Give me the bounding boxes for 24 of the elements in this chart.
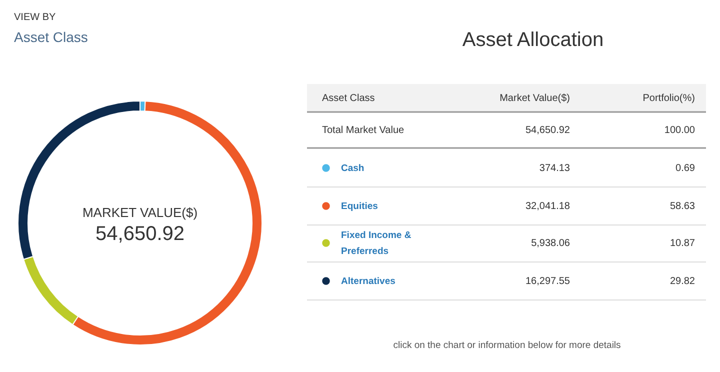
text: 54,650.92 (526, 125, 570, 136)
text: Asset Class (322, 93, 375, 104)
data-label: 5,938.06 (531, 238, 570, 249)
legend-label: Fixed Income & Preferreds (341, 230, 412, 257)
data-label: 16,297.55 (526, 276, 570, 287)
text: Market Value($) (500, 93, 570, 104)
text: click on the chart or information below for more details (393, 340, 622, 351)
chart-title: Asset Allocation (462, 29, 604, 51)
text: 0.69 (676, 163, 696, 174)
text: 100.00 (664, 125, 696, 136)
data-label: 374.13 (539, 163, 570, 174)
legend-label: Cash (341, 163, 364, 174)
text: Asset Class (14, 29, 88, 45)
text: 58.63 (670, 201, 696, 212)
text: MARKET VALUE($) (82, 205, 198, 220)
legend-label: Alternatives (341, 276, 396, 287)
text: Portfolio(%) (642, 93, 695, 104)
text: 10.87 (670, 238, 696, 249)
data-label: 32,041.18 (526, 201, 570, 212)
legend-label: Equities (341, 201, 378, 212)
text: VIEW BY (14, 12, 56, 23)
text: 54,650.92 (96, 223, 184, 245)
text: 29.82 (670, 276, 696, 287)
text: Total Market Value (322, 125, 405, 136)
